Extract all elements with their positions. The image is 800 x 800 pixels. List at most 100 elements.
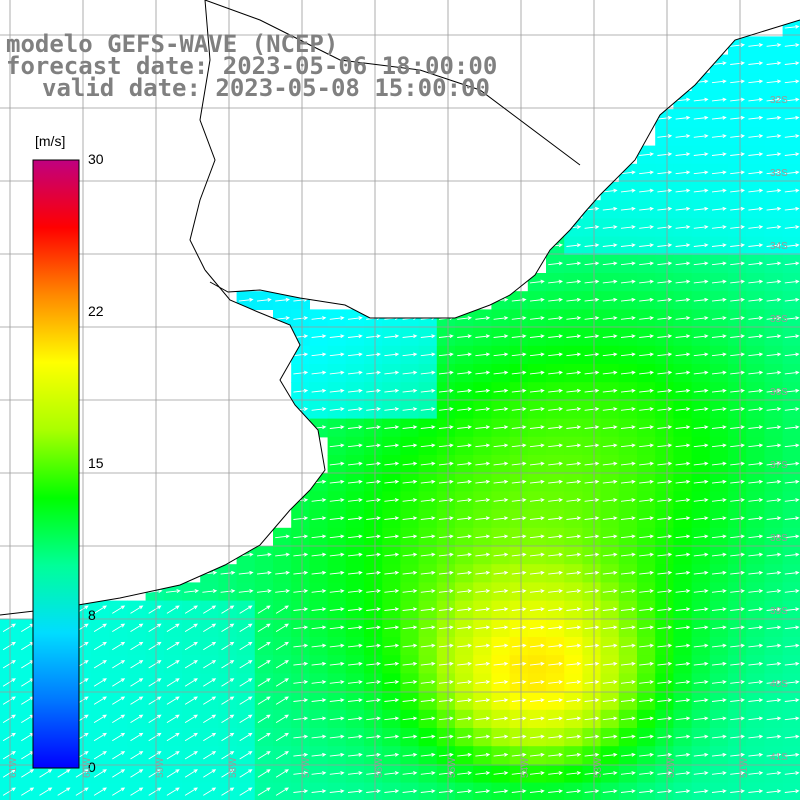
wind-arrow: [548, 243, 563, 248]
wind-arrow: [457, 498, 472, 502]
wind-arrow: [329, 789, 345, 794]
wind-arrow: [402, 771, 418, 775]
wind-arrow: [75, 787, 89, 796]
wind-arrow: [239, 623, 253, 632]
wind-arrow: [166, 769, 180, 778]
wind-arrow: [566, 316, 582, 320]
wind-arrow: [602, 716, 618, 721]
wind-arrow: [293, 752, 309, 757]
wind-arrow: [384, 589, 400, 593]
wind-arrow: [748, 643, 764, 648]
wind-arrow: [693, 425, 709, 430]
wind-arrow: [457, 334, 472, 339]
wind-arrow: [529, 789, 545, 794]
wind-arrow: [329, 516, 345, 521]
wind-arrow: [311, 388, 327, 393]
wind-arrow: [584, 316, 600, 320]
wind-arrow: [657, 407, 673, 411]
wind-arrow: [475, 789, 491, 794]
wind-arrow: [511, 625, 527, 630]
wind-arrow: [475, 516, 491, 521]
wind-arrow: [657, 188, 673, 193]
wind-arrow: [711, 97, 727, 102]
wind-arrow: [2, 660, 16, 669]
wind-arrow: [748, 625, 764, 630]
wind-arrow: [221, 605, 235, 614]
wind-arrow: [711, 534, 727, 539]
wind-arrow: [548, 334, 563, 339]
wind-arrow: [402, 698, 418, 703]
wind-arrow: [184, 714, 198, 723]
wind-arrow: [384, 643, 400, 648]
wind-arrow: [529, 425, 545, 430]
wind-arrow: [438, 589, 454, 593]
wind-arrow: [493, 334, 509, 339]
wind-arrow: [493, 388, 509, 393]
wind-arrow: [311, 316, 327, 320]
wind-arrow: [639, 206, 654, 211]
wind-arrow: [657, 279, 673, 284]
wind-arrow: [384, 680, 400, 684]
wind-arrow: [57, 769, 71, 778]
lat-label-38s: 38S: [770, 533, 788, 544]
wind-arrow: [293, 498, 309, 502]
wind-arrow: [639, 771, 654, 775]
wind-arrow: [766, 61, 782, 66]
wind-arrow: [293, 625, 309, 630]
wind-arrow: [693, 334, 709, 339]
wind-arrow: [438, 552, 454, 557]
wind-arrow: [639, 680, 654, 684]
wind-arrow: [311, 516, 327, 521]
wind-arrow: [657, 716, 673, 721]
wind-arrow: [711, 206, 727, 211]
wind-arrow: [584, 589, 600, 593]
wind-arrow: [347, 589, 363, 593]
wind-arrow: [402, 498, 418, 502]
wind-arrow: [347, 643, 363, 648]
wind-arrow: [584, 752, 600, 757]
wind-arrow: [457, 534, 472, 539]
wind-arrow: [493, 752, 509, 757]
wind-arrow: [366, 734, 381, 739]
wind-arrow: [730, 407, 745, 411]
wind-arrow: [766, 243, 782, 248]
wind-arrow: [511, 516, 527, 521]
wind-arrow: [693, 152, 709, 157]
wind-arrow: [784, 752, 800, 757]
wind-arrow: [529, 534, 545, 539]
wind-arrow: [693, 97, 709, 102]
wind-arrow: [730, 443, 745, 448]
wind-arrow: [639, 752, 654, 757]
wind-arrow: [475, 388, 491, 393]
wind-arrow: [384, 334, 400, 339]
wind-arrow: [2, 641, 16, 651]
wind-arrow: [711, 479, 727, 484]
wind-arrow: [548, 680, 563, 684]
wind-arrow: [584, 771, 600, 775]
wind-arrow: [620, 461, 636, 466]
wind-arrow: [529, 443, 545, 448]
wind-arrow: [311, 716, 327, 721]
wind-arrow: [166, 641, 180, 651]
wind-arrow: [620, 552, 636, 557]
wind-arrow: [711, 589, 727, 593]
forecast-date: forecast date: 2023-05-06 18:00:00: [6, 52, 498, 80]
wind-arrow: [730, 388, 745, 393]
wind-arrow: [475, 479, 491, 484]
wind-arrow: [693, 316, 709, 320]
wind-arrow: [766, 534, 782, 539]
wind-arrow: [311, 570, 327, 575]
wind-arrow: [475, 498, 491, 502]
wind-arrow: [511, 479, 527, 484]
wind-arrow: [293, 388, 309, 393]
wind-arrow: [730, 498, 745, 502]
wind-arrow: [130, 714, 144, 723]
wind-arrow: [184, 678, 198, 687]
wind-arrow: [402, 643, 418, 648]
wind-arrow: [93, 696, 107, 705]
wind-arrow: [784, 115, 800, 120]
wind-arrow: [748, 61, 764, 66]
wind-arrow: [620, 570, 636, 575]
wind-arrow: [675, 407, 691, 411]
wind-arrow: [730, 134, 745, 138]
